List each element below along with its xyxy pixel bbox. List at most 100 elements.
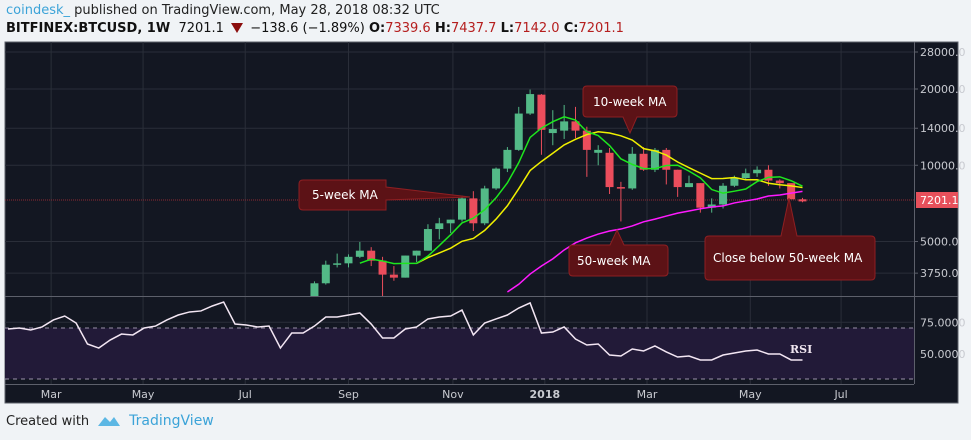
price-tick-label: 10000.0 [920,159,966,172]
symbol-label: BITFINEX:BTCUSD, 1W [6,21,171,36]
price-tick-label: 3750.0 [920,267,959,280]
candle-down [639,153,648,170]
tradingview-logo-icon[interactable] [97,414,121,428]
price-tick-label: 5000.0 [920,236,959,249]
candle-down [605,152,614,188]
candle-up [526,94,535,114]
candle-down [673,169,682,188]
time-tick-label: Jul [238,388,252,401]
ma5-line [359,115,803,265]
price-tick-label: 14000.0 [920,122,966,135]
annotation-50-week-ma[interactable]: 50-week MA [568,228,669,277]
annotation-10-week-ma-text: 10-week MA [593,95,667,109]
candle-down [378,260,387,275]
candle-up [333,263,342,265]
low-value: 7142.0 [514,21,560,36]
time-tick-label: Mar [41,388,62,401]
candle-down [582,130,591,150]
annotation-50-week-ma-text: 50-week MA [577,254,651,268]
candle-down [571,121,580,131]
time-axis[interactable]: Mar May Jul Sep Nov 2018 Mar May Jul [41,388,848,401]
candle-up [685,183,693,188]
candle-up [412,250,421,256]
price-tick-label: 28000.0 [920,46,966,59]
down-triangle-icon [231,23,244,33]
rsi-band [5,328,914,379]
price-change: −138.6 (−1.89%) [250,21,365,36]
rsi-line [7,301,803,361]
candles [310,89,807,296]
candle-up [548,129,557,134]
candle-up [492,168,501,189]
time-tick-label: May [132,388,155,401]
open-value: 7339.6 [385,21,431,36]
time-tick-label: Nov [442,388,464,401]
candle-down [662,149,671,170]
created-with-text: Created with [6,413,90,429]
candle-up [423,229,432,251]
candle-up [628,153,637,189]
candle-down [787,183,796,200]
annotation-close-below-text: Close below 50-week MA [713,251,863,265]
last-price: 7201.1 [178,21,224,36]
time-tick-label: Mar [637,388,658,401]
time-tick-label: Sep [338,388,359,401]
low-label: L: [500,21,515,36]
candle-up [719,185,728,205]
candle-up [560,121,569,131]
candle-up [344,256,353,264]
symbol-info: BITFINEX:BTCUSD, 1W 7201.1 −138.6 (−1.89… [6,21,624,36]
rsi-tick-label: 50.0000 [920,348,966,361]
high-label: H: [434,21,451,36]
candle-down [367,250,376,261]
time-tick-label: Jul [833,388,847,401]
candle-up [458,198,466,220]
candle-up [650,149,659,170]
candle-up [355,250,364,257]
candle-down [764,169,773,181]
close-value: 7201.1 [578,21,624,36]
ma10-line [416,130,803,264]
footer: Created with TradingView [6,413,214,429]
candle-down [537,94,546,130]
candle-up [401,255,410,278]
candle-down [389,274,398,278]
high-value: 7437.7 [450,21,497,36]
candle-up [446,219,455,224]
author-link[interactable]: coindesk_ [6,3,71,18]
published-text: published on TradingView.com, May 28, 20… [74,3,440,18]
candle-up [435,223,444,230]
candle-down [469,198,478,224]
candle-down [616,187,625,189]
annotation-5-week-ma[interactable]: 5-week MA [298,179,471,211]
candle-up [503,149,512,169]
time-tick-label: 2018 [530,388,561,401]
annotation-5-week-ma-text: 5-week MA [312,188,379,202]
annotation-close-below[interactable]: Close below 50-week MA [704,197,876,281]
close-label: C: [563,21,579,36]
candle-up [594,149,603,153]
candle-up [321,264,330,284]
candle-up [753,169,762,174]
last-price-badge: 7201.1 [916,192,959,208]
candle-up [310,283,319,296]
price-axis[interactable]: 28000.0 20000.0 14000.0 10000.0 5000.0 3750.0… [914,46,966,361]
rsi-pane [7,301,803,361]
candle-up [480,188,489,224]
rsi-label: RSI [790,343,812,356]
rsi-tick-label: 75.0000 [920,316,966,329]
ma50-line [506,190,803,293]
price-tick-label: 20000.0 [920,83,966,96]
candle-down [798,199,807,202]
candle-down [696,183,705,208]
tradingview-link[interactable]: TradingView [129,413,214,429]
annotation-10-week-ma[interactable]: 10-week MA [582,85,678,135]
moving-averages [359,115,803,293]
publish-info: coindesk_ published on TradingView.com, … [6,3,440,18]
time-tick-label: May [739,388,762,401]
candle-up [707,204,716,208]
open-label: O: [368,21,386,36]
candle-down [775,180,784,184]
candle-up [741,173,750,179]
